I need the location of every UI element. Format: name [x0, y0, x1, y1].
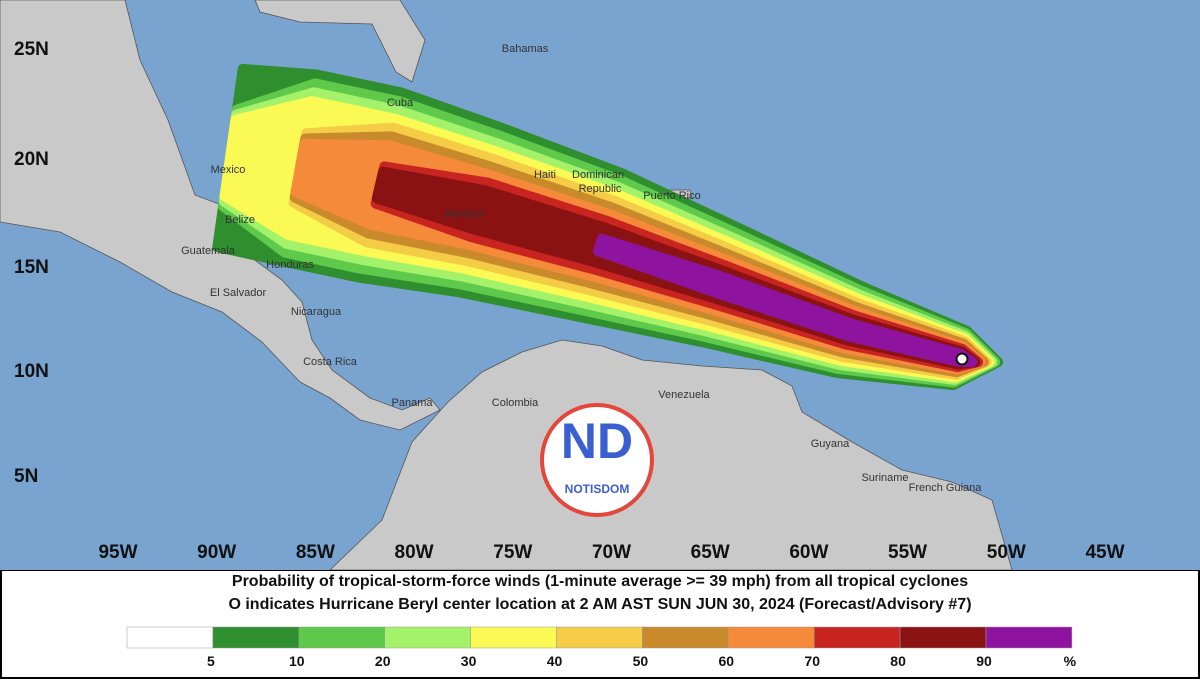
- legend-label: 50: [633, 653, 649, 669]
- longitude-label: 55W: [888, 542, 927, 563]
- legend-swatch: [985, 626, 1073, 649]
- legend-label: 20: [375, 653, 391, 669]
- legend-swatch: [642, 626, 729, 649]
- caption-panel: Probability of tropical-storm-force wind…: [0, 570, 1200, 679]
- probability-swath: [212, 63, 1003, 391]
- place-label: French Guiana: [909, 482, 983, 494]
- longitude-label: 85W: [296, 542, 335, 563]
- latitude-label: 10N: [14, 361, 49, 382]
- legend-swatch: [298, 626, 385, 649]
- legend-label: 30: [461, 653, 477, 669]
- latitude-label: 15N: [14, 257, 49, 278]
- logo: ND NOTISDOM: [540, 403, 654, 517]
- place-label: Mexico: [211, 164, 246, 176]
- longitude-label: 80W: [395, 542, 434, 563]
- place-label: Guyana: [811, 438, 850, 450]
- longitude-label: 70W: [592, 542, 631, 563]
- longitude-label: 90W: [197, 542, 236, 563]
- latitude-label: 5N: [14, 466, 38, 487]
- logo-text: ND: [561, 413, 633, 469]
- legend-label: %: [1064, 653, 1077, 669]
- legend-swatch: [126, 626, 214, 649]
- caption-line: Probability of tropical-storm-force wind…: [232, 573, 968, 590]
- map: ND NOTISDOM 25N 20N 15N 10N 5N 95W 90W 85W 80W 75…: [0, 0, 1200, 570]
- place-label: Republic: [579, 183, 622, 195]
- place-label: Haiti: [534, 169, 556, 181]
- legend-swatch: [212, 626, 300, 649]
- legend-swatch: [384, 626, 471, 649]
- probability-band: [593, 233, 978, 367]
- place-label: Suriname: [861, 472, 908, 484]
- legend-label: 80: [890, 653, 906, 669]
- logo-subtext: NOTISDOM: [565, 482, 630, 496]
- legend-label: 60: [719, 653, 735, 669]
- latitude-label: 25N: [14, 39, 49, 60]
- longitude-label: 45W: [1085, 542, 1124, 563]
- legend-swatch: [899, 626, 987, 649]
- legend-label: 90: [976, 653, 992, 669]
- legend-label: 10: [289, 653, 305, 669]
- legend-label: 70: [804, 653, 820, 669]
- legend-swatch: [813, 626, 901, 649]
- place-label: Puerto Rico: [643, 190, 700, 202]
- logo-badge: [540, 403, 654, 517]
- place-label: El Salvador: [210, 287, 267, 299]
- place-label: Colombia: [492, 397, 539, 409]
- place-label: Guatemala: [181, 245, 236, 257]
- place-label: Panama: [392, 397, 434, 409]
- caption-frame: [0, 570, 1200, 679]
- place-label: Cuba: [387, 97, 414, 109]
- longitude-label: 60W: [789, 542, 828, 563]
- place-label: Belize: [225, 214, 255, 226]
- legend-swatch: [728, 626, 815, 649]
- legend-label: 5: [207, 653, 215, 669]
- place-label: Nicaragua: [291, 306, 342, 318]
- latitude-label: 20N: [14, 149, 49, 170]
- place-label: Costa Rica: [303, 356, 358, 368]
- place-label: Bahamas: [502, 43, 549, 55]
- place-label: Venezuela: [658, 389, 710, 401]
- legend: 5 10 20 30 40 50 60 70 80 90%: [126, 626, 1077, 669]
- longitude-label: 65W: [691, 542, 730, 563]
- longitude-label: 95W: [98, 542, 137, 563]
- place-label: Honduras: [266, 259, 314, 271]
- legend-swatch: [556, 626, 643, 649]
- place-label: Jamaica: [444, 208, 486, 220]
- longitude-label: 75W: [493, 542, 532, 563]
- legend-label: 40: [547, 653, 563, 669]
- place-label: Dominican: [572, 169, 624, 181]
- longitude-label: 50W: [987, 542, 1026, 563]
- storm-center: [955, 352, 969, 366]
- caption-line: O indicates Hurricane Beryl center locat…: [228, 596, 971, 613]
- legend-swatch: [470, 626, 557, 649]
